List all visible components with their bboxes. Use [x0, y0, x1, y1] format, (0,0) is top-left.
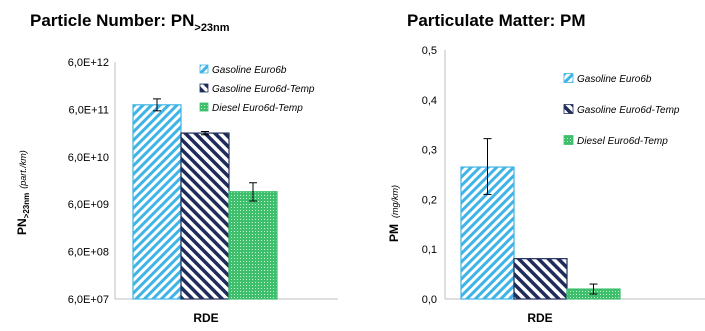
pn-legend: Gasoline Euro6b Gasoline Euro6d-Temp Diese… [199, 64, 315, 114]
pm-legend-label-gasoline-euro6b: Gasoline Euro6b [577, 74, 652, 85]
pm-legend-swatch-diesel-euro6d-temp [563, 135, 574, 145]
pn-bars [132, 104, 278, 300]
pm-legend-label-gasoline-euro6d-temp: Gasoline Euro6d-Temp [577, 105, 680, 116]
pn-legend-swatch-diesel-euro6d-temp [199, 102, 209, 112]
pm-y-ticks: 0,0 0,1 0,2 0,3 0,4 0,5 [422, 45, 437, 306]
pn-title-subscript: >23nm [194, 22, 229, 34]
pn-y-tick-label: 6,0E+12 [68, 57, 109, 69]
pn-legend-swatch-gasoline-euro6b [199, 64, 209, 74]
pm-legend-swatch-gasoline-euro6d-temp [563, 104, 574, 114]
pn-ylabel-main: PN [15, 218, 29, 235]
pm-legend-label-diesel-euro6d-temp: Diesel Euro6d-Temp [577, 136, 668, 147]
pn-legend-label-gasoline-euro6d-temp: Gasoline Euro6d-Temp [212, 84, 315, 95]
pn-ylabel-unit: (part./km) [18, 150, 28, 189]
pn-y-tick-label: 6,0E+11 [69, 104, 109, 116]
pm-chart-title: Particulate Matter: PM [407, 11, 586, 30]
pn-y-tick-label: 6,0E+10 [68, 152, 109, 164]
pm-x-category: RDE [527, 311, 552, 325]
pm-y-tick-label: 0,2 [422, 194, 437, 206]
pm-error-bars [483, 138, 598, 295]
pn-y-tick-label: 6,0E+07 [68, 294, 109, 306]
pn-bar-gasoline-euro6d-temp [180, 132, 230, 300]
pn-title-main: Particle Number: PN [30, 11, 194, 30]
pn-chart: Particle Number: PN>23nm PN>23nm(part./k… [15, 11, 338, 325]
pm-chart: Particulate Matter: PM PM(mg/km) 0,00,10… [387, 11, 705, 325]
pm-legend: Gasoline Euro6b Gasoline Euro6d-Temp Diese… [563, 73, 680, 147]
pn-x-category: RDE [193, 311, 218, 325]
pm-y-tick-label: 0,4 [422, 95, 437, 107]
pn-ylabel: PN>23nm (part./km) [15, 150, 31, 235]
pn-bar-gasoline-euro6b [132, 104, 182, 300]
pn-legend-label-diesel-euro6d-temp: Diesel Euro6d-Temp [212, 103, 303, 114]
pn-ylabel-subscript: >23nm [22, 193, 31, 219]
pn-legend-swatch-gasoline-euro6d-temp [199, 83, 209, 93]
pn-y-tick-label: 6,0E+09 [68, 199, 109, 211]
pn-y-ticks: 6,0E+07 6,0E+08 6,0E+09 6,0E+10 6,0E+11 6,0E+… [68, 57, 109, 306]
pm-bar-gasoline-euro6d-temp [513, 258, 568, 300]
pn-error-bars [153, 98, 257, 202]
pm-ylabel-main: PM [387, 224, 401, 242]
pm-y-tick-label: 0,5 [422, 45, 437, 57]
pn-bar-diesel-euro6d-temp [228, 191, 278, 300]
pn-chart-title: Particle Number: PN>23nm [30, 11, 230, 34]
pm-y-tick-label: 0,3 [422, 145, 437, 157]
pm-ylabel: PM (mg/km) [387, 185, 401, 242]
pm-legend-swatch-gasoline-euro6b [563, 73, 574, 83]
pn-legend-label-gasoline-euro6b: Gasoline Euro6b [212, 65, 287, 76]
pm-y-tick-label: 0,0 [422, 294, 437, 306]
pm-y-tick-label: 0,1 [422, 244, 437, 256]
pm-bars [460, 166, 621, 300]
pm-ylabel-unit: (mg/km) [390, 185, 400, 218]
pn-y-tick-label: 6,0E+08 [68, 247, 109, 259]
